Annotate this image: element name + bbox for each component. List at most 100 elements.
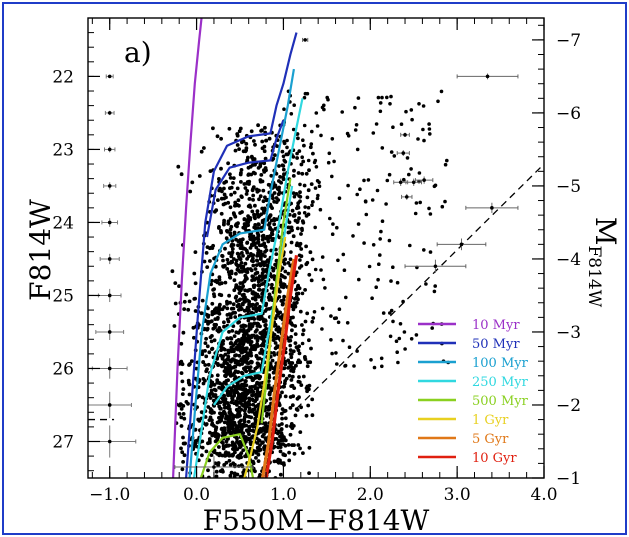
star-point xyxy=(242,222,247,226)
star-point xyxy=(402,330,407,334)
star-point xyxy=(289,335,293,339)
star-point xyxy=(256,123,260,128)
star-point xyxy=(264,138,268,143)
star-point xyxy=(295,151,299,156)
star-point xyxy=(305,91,310,96)
star-point xyxy=(235,384,239,389)
x-tick-label: −1.0 xyxy=(89,485,130,505)
star-point xyxy=(231,211,236,216)
star-point xyxy=(292,366,296,371)
star-point xyxy=(274,247,278,252)
star-point xyxy=(233,148,238,153)
star-point xyxy=(272,191,277,195)
star-point xyxy=(218,406,223,411)
x-tick-label: 4.0 xyxy=(530,485,557,505)
star-point xyxy=(223,246,227,251)
star-point xyxy=(192,271,197,276)
star-point xyxy=(312,310,317,314)
star-point xyxy=(238,172,243,177)
star-point xyxy=(208,410,213,414)
star-point xyxy=(280,302,285,307)
star-point xyxy=(251,193,256,198)
star-points xyxy=(170,89,451,478)
star-point xyxy=(230,247,235,251)
star-point xyxy=(316,193,320,198)
star-point xyxy=(282,158,287,163)
star-point xyxy=(301,328,306,333)
star-point xyxy=(181,412,186,416)
star-point xyxy=(251,263,256,268)
star-point xyxy=(270,238,274,243)
star-point xyxy=(257,287,261,292)
star-point xyxy=(299,232,303,236)
star-point xyxy=(236,370,241,374)
star-point xyxy=(227,453,232,458)
star-point xyxy=(186,307,191,312)
star-point xyxy=(272,274,276,278)
legend-label: 5 Gyr xyxy=(472,432,509,447)
star-point xyxy=(342,268,347,273)
star-point xyxy=(253,419,258,424)
star-point xyxy=(336,258,340,263)
star-point xyxy=(210,246,215,251)
star-point xyxy=(231,302,236,307)
star-point xyxy=(310,397,315,402)
star-point xyxy=(252,344,257,348)
star-point xyxy=(223,453,228,458)
star-point xyxy=(262,161,267,166)
star-point xyxy=(222,192,227,197)
error-bar-point xyxy=(107,403,112,407)
star-point xyxy=(187,299,192,304)
star-point xyxy=(443,199,447,204)
star-point xyxy=(332,159,336,164)
star-point xyxy=(318,207,323,212)
star-point xyxy=(305,260,310,265)
star-point xyxy=(297,375,301,379)
star-point xyxy=(310,200,315,204)
star-point xyxy=(246,155,250,160)
star-point xyxy=(282,409,287,414)
star-point xyxy=(278,442,283,447)
star-point xyxy=(325,95,330,100)
star-point xyxy=(234,283,239,288)
star-point xyxy=(287,339,291,343)
star-point xyxy=(296,219,300,223)
star-point xyxy=(288,406,293,410)
star-point xyxy=(200,453,204,458)
star-point xyxy=(208,259,212,263)
star-point xyxy=(280,438,284,442)
star-point xyxy=(249,233,253,238)
star-point xyxy=(187,392,192,397)
star-point xyxy=(228,419,233,424)
star-point xyxy=(253,142,257,147)
star-point xyxy=(246,173,251,177)
star-point xyxy=(238,211,243,215)
star-point xyxy=(255,386,260,391)
star-point xyxy=(179,371,184,375)
error-bar-point xyxy=(107,74,112,79)
star-point xyxy=(257,447,262,451)
star-point xyxy=(193,281,198,286)
star-point xyxy=(269,295,273,300)
star-point xyxy=(290,328,294,333)
star-point xyxy=(363,199,368,204)
star-point xyxy=(323,286,327,290)
star-point xyxy=(418,200,423,205)
star-error-bar xyxy=(302,37,309,42)
star-point xyxy=(263,318,268,322)
star-point xyxy=(181,330,186,335)
star-point xyxy=(389,279,393,283)
star-point xyxy=(255,231,260,236)
star-point xyxy=(255,270,260,275)
star-point xyxy=(280,416,284,421)
star-point xyxy=(300,171,305,176)
star-point xyxy=(313,186,318,190)
star-point xyxy=(228,275,233,280)
star-point xyxy=(384,202,388,206)
star-point xyxy=(217,177,221,181)
star-point xyxy=(305,311,310,316)
star-point xyxy=(251,292,256,296)
star-point xyxy=(257,249,261,254)
star-point xyxy=(421,104,426,108)
star-point xyxy=(267,221,272,226)
